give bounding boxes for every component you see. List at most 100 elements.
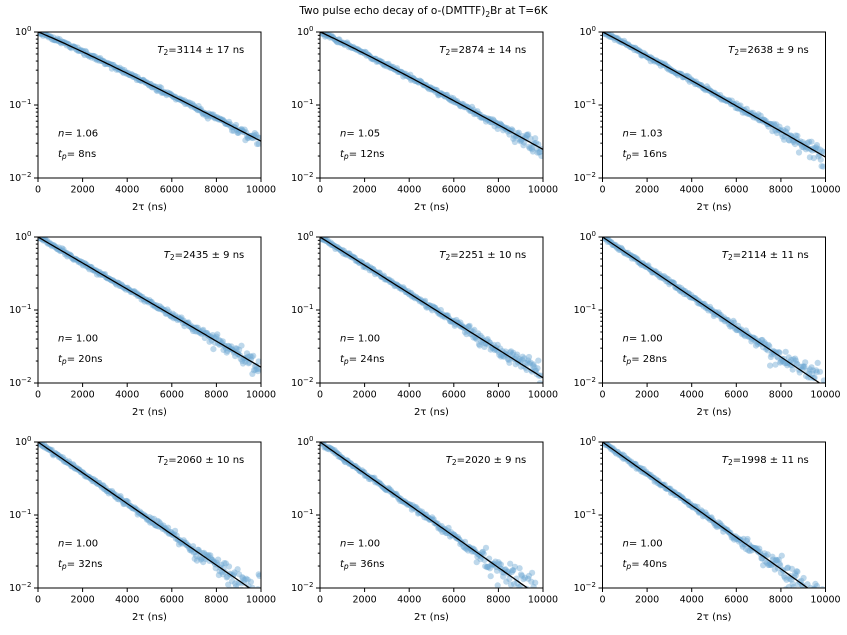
figure-title-subscript: 2 [485, 10, 491, 20]
y-tick-label: 10−1 [574, 98, 596, 111]
x-tick-label: 0 [35, 390, 41, 401]
tp-annotation: tp= 16ns [623, 149, 668, 161]
x-tick-label: 10000 [810, 595, 840, 606]
fit-line [38, 32, 261, 142]
x-axis [319, 383, 544, 387]
n-annotation: n= 1.00 [340, 333, 380, 344]
subplot-4: 100 10−1 10−2 0 2000 4000 6000 8000 10000 2τ (ns)… [9, 230, 276, 418]
x-tick-label: 8000 [769, 185, 793, 196]
x-tick-label: 4000 [115, 185, 139, 196]
y-tick-label: 10−1 [574, 508, 596, 521]
subplot-7: 100 10−1 10−2 0 2000 4000 6000 8000 10000 2τ (ns)… [9, 435, 276, 623]
x-axis [37, 178, 262, 182]
y-tick-label: 10−2 [291, 581, 313, 594]
subplot-2: 100 10−1 10−2 0 2000 4000 6000 8000 10000 2τ (ns)… [291, 25, 558, 213]
y-axis [598, 441, 603, 589]
x-tick-label: 6000 [160, 185, 184, 196]
fit-line [38, 237, 261, 368]
y-axis [34, 441, 38, 589]
n-annotation: n= 1.05 [340, 128, 380, 139]
t2-annotation: T2=1998 ± 11 ns [722, 455, 809, 467]
x-tick-label: 0 [317, 390, 323, 401]
y-tick-label: 100 [579, 230, 596, 243]
x-tick-label: 2000 [353, 390, 377, 401]
x-axis-label: 2τ (ns) [697, 407, 732, 418]
y-tick-label: 10−1 [9, 98, 31, 111]
figure-title-pre: Two pulse echo decay of o-(DMTTF) [299, 5, 486, 17]
y-tick-label: 100 [579, 435, 596, 448]
x-tick-label: 10000 [528, 390, 558, 401]
tp-annotation: tp= 24ns [340, 354, 385, 366]
x-axis-label: 2τ (ns) [132, 612, 167, 623]
y-tick-label: 10−1 [9, 508, 31, 521]
x-tick-label: 8000 [486, 185, 510, 196]
y-tick-label: 10−2 [574, 376, 596, 389]
y-axis [316, 31, 320, 179]
x-tick-label: 0 [317, 595, 323, 606]
y-axis [316, 236, 320, 384]
tp-annotation: tp= 28ns [623, 354, 668, 366]
y-tick-label: 10−1 [574, 303, 596, 316]
subplot-1: 100 10−1 10−2 0 2000 4000 6000 8000 10000 2τ (ns)… [9, 25, 276, 213]
y-tick-label: 100 [15, 435, 32, 448]
x-tick-label: 10000 [528, 185, 558, 196]
x-axis [319, 178, 544, 182]
x-tick-label: 6000 [724, 390, 748, 401]
fit-line [602, 442, 809, 588]
y-tick-label: 10−1 [291, 98, 313, 111]
subplot-3: 100 10−1 10−20 2000 4000 6000 8000 10000 2τ (ns)… [574, 25, 841, 213]
x-axis [602, 383, 826, 387]
tp-annotation: tp= 12ns [340, 149, 385, 161]
n-annotation: n= 1.03 [623, 128, 663, 139]
x-tick-label: 6000 [724, 595, 748, 606]
figure-title: Two pulse echo decay of o-(DMTTF)2Br at … [0, 4, 847, 22]
fit-line [320, 32, 543, 150]
y-axis [34, 31, 38, 179]
subplot-9: 100 10−1 10−20 2000 4000 6000 8000 10000 2τ (ns)… [574, 435, 841, 623]
x-tick-label: 4000 [397, 595, 421, 606]
scatter-points [602, 237, 826, 383]
y-tick-label: 100 [297, 230, 314, 243]
fit-line [38, 442, 251, 588]
x-axis [319, 588, 544, 592]
tp-annotation: tp= 8ns [58, 149, 96, 161]
x-tick-label: 0 [599, 595, 605, 606]
y-tick-label: 100 [297, 435, 314, 448]
figure-title-post: Br at T=6K [490, 5, 548, 17]
y-tick-label: 10−2 [9, 171, 31, 184]
subplot-6: 100 10−1 10−20 2000 4000 6000 8000 10000 2τ (ns)… [574, 230, 841, 418]
y-tick-label: 100 [579, 25, 596, 38]
x-tick-label: 4000 [680, 185, 704, 196]
x-axis-label: 2τ (ns) [414, 407, 449, 418]
x-tick-label: 0 [599, 185, 605, 196]
n-annotation: n= 1.00 [58, 538, 98, 549]
x-tick-label: 6000 [442, 390, 466, 401]
x-tick-label: 8000 [486, 390, 510, 401]
x-tick-label: 4000 [115, 595, 139, 606]
x-tick-label: 0 [35, 185, 41, 196]
y-axis [316, 441, 320, 589]
y-tick-label: 10−1 [291, 508, 313, 521]
t2-annotation: T2=2251 ± 10 ns [439, 250, 526, 262]
fit-line [602, 32, 826, 158]
x-tick-label: 10000 [528, 595, 558, 606]
x-tick-label: 2000 [635, 390, 659, 401]
y-axis [598, 31, 603, 179]
y-tick-label: 10−2 [574, 171, 596, 184]
x-axis [37, 383, 262, 387]
x-tick-label: 10000 [810, 390, 840, 401]
y-tick-label: 10−2 [291, 376, 313, 389]
x-tick-label: 4000 [397, 185, 421, 196]
x-tick-label: 6000 [442, 595, 466, 606]
x-axis-label: 2τ (ns) [414, 202, 449, 213]
tp-annotation: tp= 32ns [58, 559, 103, 571]
subplot-5: 100 10−1 10−2 0 2000 4000 6000 8000 10000 2τ (ns)… [291, 230, 558, 418]
x-tick-label: 2000 [635, 185, 659, 196]
x-tick-label: 4000 [680, 390, 704, 401]
t2-annotation: T2=3114 ± 17 ns [157, 45, 244, 57]
x-tick-label: 6000 [442, 185, 466, 196]
y-axis [34, 236, 38, 384]
x-tick-label: 10000 [246, 595, 276, 606]
x-tick-label: 4000 [680, 595, 704, 606]
